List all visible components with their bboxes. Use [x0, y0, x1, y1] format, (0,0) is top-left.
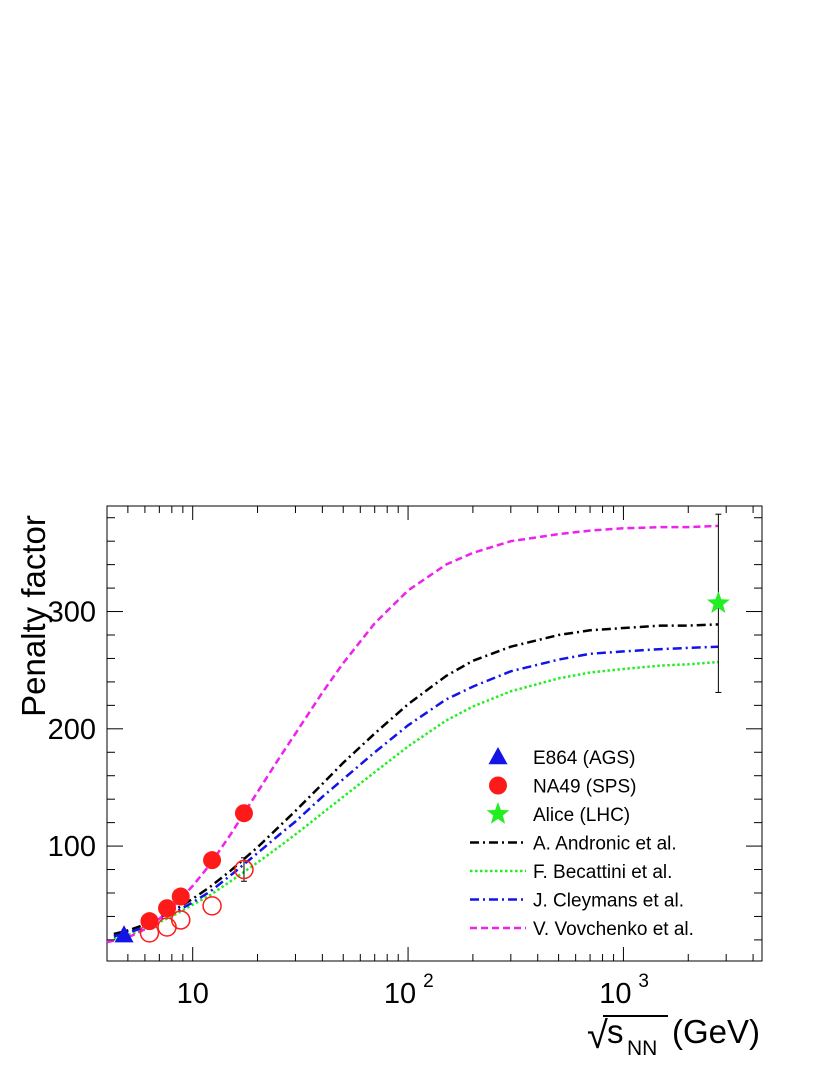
x-tick-label: 10 — [599, 978, 631, 1010]
x-axis-label-subscript: NN — [627, 1037, 657, 1060]
na49-sps-point — [171, 887, 190, 906]
x-axis-label-sqrt: √ — [587, 1015, 608, 1057]
x-tick-label: 10 — [384, 978, 416, 1010]
legend: E864 (AGS) NA49 (SPS) Alice (LHC) A. Andron… — [470, 747, 694, 940]
alice-lhc-point — [707, 591, 730, 613]
legend-label: A. Andronic et al. — [533, 834, 677, 855]
legend-item-na49-sps: NA49 (SPS) — [489, 776, 636, 798]
legend-star-marker — [486, 802, 510, 824]
legend-item-f-becattini-et-al: F. Becattini et al. — [470, 862, 672, 883]
x-axis-label: √ s NN (GeV) — [587, 1013, 760, 1060]
legend-item-alice-lhc: Alice (LHC) — [486, 802, 630, 826]
y-tick-label: 300 — [48, 597, 96, 629]
legend-label: F. Becattini et al. — [533, 862, 672, 883]
legend-label: V. Vovchenko et al. — [533, 919, 694, 940]
na49-sps-point — [234, 804, 253, 823]
e864-ags-point — [114, 925, 134, 943]
open-circle-series-open-point — [234, 859, 254, 880]
x-tick-label: 10 — [177, 978, 209, 1010]
legend-label: J. Cleymans et al. — [533, 891, 684, 912]
markers-layer — [114, 513, 730, 943]
open-circle-series-open-point — [202, 896, 222, 916]
na49-sps-point — [203, 851, 222, 870]
legend-item-a-andronic-et-al: A. Andronic et al. — [470, 834, 677, 855]
na49-sps-point — [158, 899, 177, 918]
x-axis-label-unit: (GeV) — [672, 1013, 760, 1050]
legend-item-j-cleymans-et-al: J. Cleymans et al. — [470, 891, 684, 912]
open-circle-series-open-point — [170, 910, 191, 930]
legend-item-e864-ags: E864 (AGS) — [488, 747, 635, 769]
legend-circle-marker — [489, 776, 507, 795]
y-axis-label: Penalty factor — [15, 515, 52, 717]
open-circle-series-open-point — [157, 917, 177, 937]
axes-layer: 10 10 2 10 3 100 200 300 — [48, 506, 762, 1010]
legend-label: E864 (AGS) — [533, 748, 635, 769]
open-circle-series-open-point — [139, 923, 160, 943]
y-tick-label: 100 — [48, 831, 96, 863]
legend-label: Alice (LHC) — [533, 805, 630, 826]
plot-frame — [106, 505, 763, 962]
x-axis-label-main: s — [607, 1013, 624, 1050]
curve-f-becattini-et-al — [113, 660, 719, 940]
legend-item-v-vovchenko-et-al: V. Vovchenko et al. — [470, 919, 694, 940]
x-tick-label-exponent: 3 — [638, 971, 649, 992]
legend-triangle-marker — [488, 747, 508, 765]
x-tick-label-exponent: 2 — [423, 971, 434, 992]
y-tick-label: 200 — [48, 714, 96, 746]
legend-label: NA49 (SPS) — [533, 777, 636, 798]
